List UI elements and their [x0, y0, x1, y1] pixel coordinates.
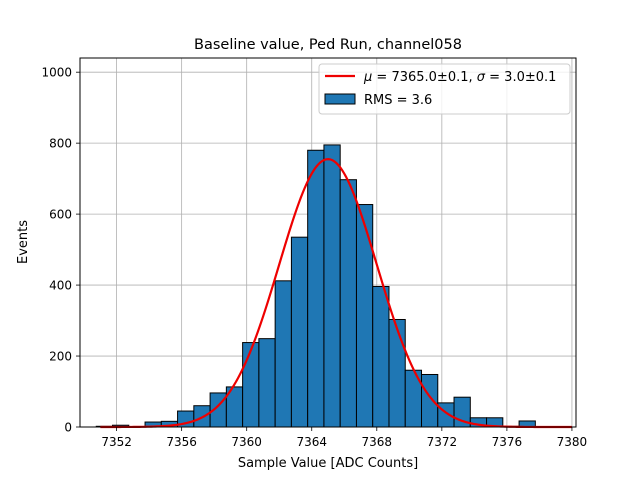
- x-tick-label: 7352: [101, 435, 132, 449]
- x-tick-label: 7380: [557, 435, 588, 449]
- y-axis-ticks: 0 200 400 600 800 1000: [41, 66, 80, 435]
- gaussian-fit-curve: [100, 158, 572, 429]
- legend-histogram-label: RMS = 3.6: [364, 93, 432, 108]
- legend-mu-value: = 7365.0±0.1,: [372, 70, 476, 85]
- x-tick-label: 7364: [296, 435, 327, 449]
- y-tick-label: 400: [49, 279, 72, 293]
- x-axis-label: Sample Value [ADC Counts]: [238, 456, 418, 471]
- y-tick-label: 0: [64, 421, 72, 435]
- histogram-bar: [290, 236, 309, 428]
- x-axis-ticks: 7352 7356 7360 7364 7368 7372 7376 7380: [101, 427, 587, 449]
- histogram-bar: [421, 373, 439, 428]
- x-tick-label: 7368: [362, 435, 393, 449]
- histogram-bar: [339, 179, 357, 428]
- histogram-bar: [242, 342, 260, 428]
- histogram-bar: [307, 149, 325, 428]
- legend-fit-label: μ = 7365.0±0.1, σ = 3.0±0.1: [363, 70, 556, 85]
- legend-histogram-swatch: [324, 93, 356, 105]
- y-tick-label: 1000: [41, 66, 72, 80]
- histogram-bars: [95, 144, 569, 428]
- histogram-bar: [355, 204, 374, 428]
- y-tick-label: 600: [49, 208, 72, 222]
- y-tick-label: 200: [49, 350, 72, 364]
- x-tick-label: 7376: [492, 435, 523, 449]
- histogram-bar: [388, 318, 406, 428]
- legend-frame: [318, 63, 571, 115]
- histogram-bar: [274, 280, 292, 428]
- histogram-bar: [323, 144, 341, 428]
- legend-sigma-value: = 3.0±0.1: [485, 70, 556, 85]
- x-tick-label: 7360: [231, 435, 262, 449]
- x-tick-label: 7356: [166, 435, 197, 449]
- y-tick-label: 800: [49, 137, 72, 151]
- histogram-bar: [258, 338, 276, 428]
- chart-title: Baseline value, Ped Run, channel058: [194, 37, 462, 53]
- plot-frame: [79, 57, 577, 428]
- legend-mu-symbol: μ: [363, 70, 372, 85]
- x-tick-label: 7372: [427, 435, 458, 449]
- histogram-bar: [372, 285, 390, 428]
- y-axis-label: Events: [16, 220, 31, 264]
- legend-sigma-symbol: σ: [477, 70, 486, 85]
- legend: μ = 7365.0±0.1, σ = 3.0±0.1 RMS = 3.6: [318, 63, 571, 115]
